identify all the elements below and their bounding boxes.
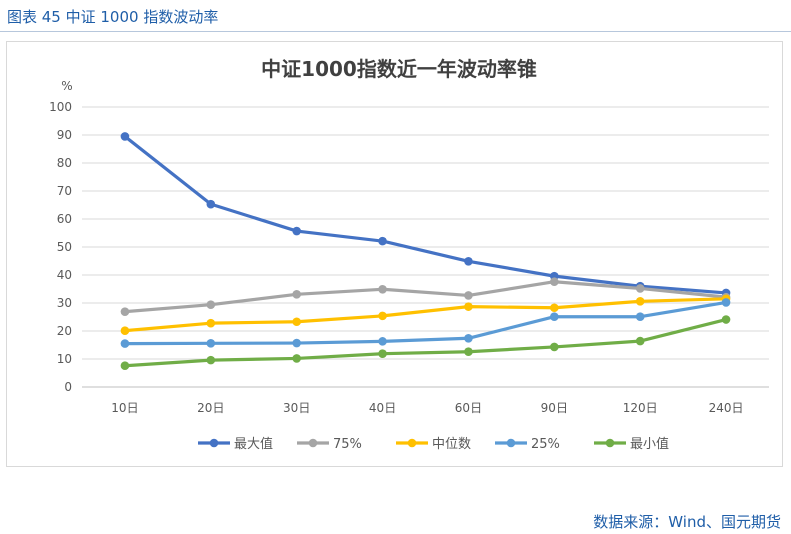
legend: 最大值 75% 中位数 25% 最小值 [198,436,669,452]
x-tick-label: 10日 [111,401,138,415]
x-tick-label: 90日 [541,401,568,415]
series-line [123,280,728,314]
data-point [378,284,387,294]
legend-marker [605,438,615,448]
data-point [464,291,473,300]
y-tick-label: 100 [49,100,72,114]
data-point [464,347,473,357]
data-point [550,303,559,313]
data-point [635,284,645,293]
data-point [206,355,216,365]
x-tick-label: 30日 [283,401,310,415]
series-lines [120,132,731,371]
data-point [378,311,387,321]
series-2 [120,294,731,336]
legend-item: 最小值 [594,436,669,452]
y-tick-label: 80 [57,156,72,170]
data-point [120,326,130,336]
data-point [120,339,130,348]
y-tick-label: 30 [57,296,72,310]
volatility-cone-chart: 中证1000指数近一年波动率锥 % 0 10 20 30 40 50 60 70 80 90 100… [49,57,769,452]
data-point [635,297,645,306]
legend-item: 25% [495,437,560,452]
y-tick-label: 10 [57,352,72,366]
y-axis-unit: % [61,79,72,93]
x-tick-label: 60日 [455,401,482,415]
data-point [206,199,216,209]
data-point [378,349,387,358]
y-tick-label: 50 [57,240,72,254]
data-point [635,312,645,322]
legend-label: 最小值 [630,436,669,452]
y-tick-label: 40 [57,268,72,282]
data-point [120,361,130,371]
data-point [550,342,559,352]
y-axis-ticks: 0 10 20 30 40 50 60 70 80 90 100 [49,100,72,394]
data-point [292,226,301,236]
data-point [292,290,301,299]
data-point [464,256,473,266]
legend-marker [308,438,318,448]
legend-item: 最大值 [198,436,273,452]
legend-marker [209,438,219,448]
series-line [123,317,728,368]
legend-marker [407,438,417,448]
data-point [206,339,216,348]
series-0 [120,132,731,298]
data-point [120,132,130,141]
chart-title: 中证1000指数近一年波动率锥 [261,57,537,81]
legend-label: 中位数 [432,437,471,452]
data-point [292,354,301,363]
series-line [123,297,728,333]
data-point [206,300,216,309]
y-tick-label: 90 [57,128,72,142]
data-point [721,298,731,307]
chart-frame: 中证1000指数近一年波动率锥 % 0 10 20 30 40 50 60 70 80 90 100… [6,41,783,467]
data-source-note: 数据来源：Wind、国元期货 [593,513,781,531]
data-point [120,307,130,316]
y-tick-label: 70 [57,184,72,198]
figure-caption: 图表 45 中证 1000 指数波动率 [7,8,219,26]
x-axis-ticks: 10日 20日 30日 40日 60日 90日 120日 240日 [111,401,743,415]
data-point [464,333,473,343]
legend-item: 中位数 [396,437,471,452]
legend-marker [506,438,516,448]
legend-label: 25% [531,437,560,452]
data-point [550,312,559,322]
data-point [721,315,731,324]
series-line [123,300,728,346]
data-point [206,318,216,328]
x-tick-label: 20日 [197,401,224,415]
x-tick-label: 40日 [369,401,396,415]
data-point [292,317,301,327]
y-tick-label: 20 [57,324,72,338]
legend-label: 最大值 [234,436,273,452]
data-point [378,236,387,246]
series-3 [120,298,731,348]
data-point [292,338,301,348]
series-4 [120,315,731,371]
legend-item: 75% [297,437,362,452]
data-point [378,337,387,346]
data-point [635,336,645,346]
data-point [464,302,473,311]
gridlines [82,106,769,388]
data-point [550,277,559,287]
y-tick-label: 0 [64,380,72,394]
x-tick-label: 240日 [709,401,744,415]
legend-label: 75% [333,437,362,452]
series-line [123,134,728,295]
caption-divider [0,31,791,32]
y-tick-label: 60 [57,212,72,226]
x-tick-label: 120日 [623,401,658,415]
